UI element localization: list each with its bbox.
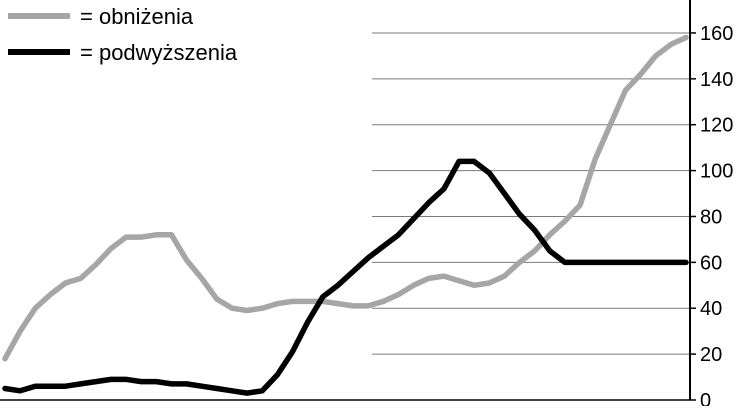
series-lines	[2, 34, 689, 396]
y-tick-label-40: 40	[700, 298, 722, 320]
series-line-1	[2, 34, 689, 362]
y-tick-label-0: 0	[700, 390, 711, 406]
legend: = obniżenia = podwyższenia	[8, 4, 238, 65]
y-tick-label-100: 100	[700, 161, 733, 183]
y-tick-label-140: 140	[700, 69, 733, 91]
series-line-2	[2, 158, 689, 396]
y-tick-label-160: 160	[700, 23, 733, 45]
legend-label-1: = obniżenia	[80, 4, 194, 29]
gridlines	[0, 32, 690, 401]
y-tick-label-80: 80	[700, 206, 722, 228]
y-tick-label-120: 120	[700, 115, 733, 137]
legend-label-2: = podwyższenia	[80, 40, 238, 65]
y-tick-label-20: 20	[700, 344, 722, 366]
y-tick-label-60: 60	[700, 252, 722, 274]
y-axis: 0 20 40 60 80 100 120 140 160	[689, 0, 733, 411]
